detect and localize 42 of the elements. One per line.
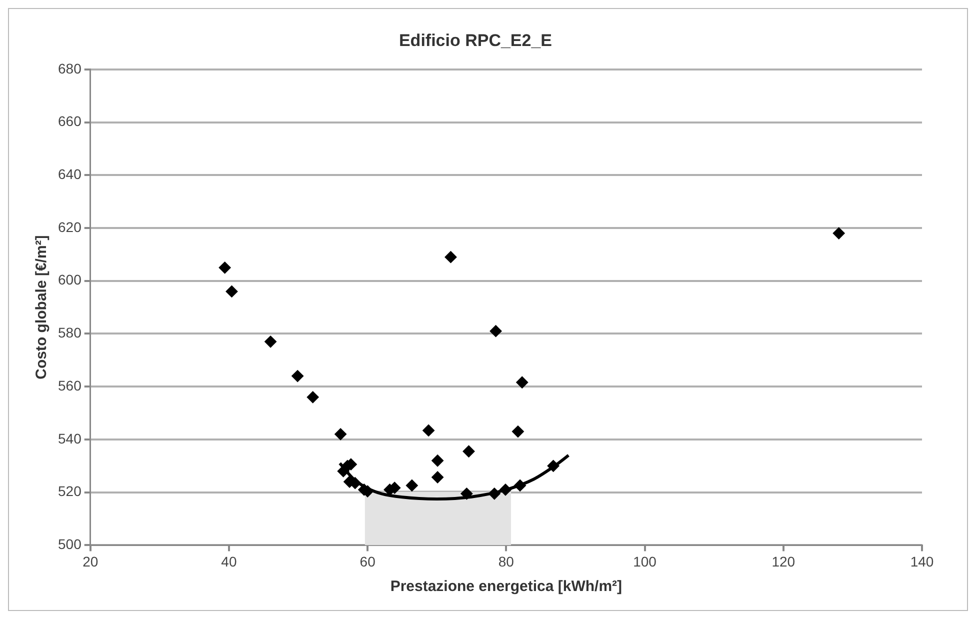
point xyxy=(292,370,304,382)
y-tick-label: 520 xyxy=(58,483,82,500)
y-tick-label: 640 xyxy=(58,166,82,182)
point xyxy=(226,285,238,298)
y-tick-label: 560 xyxy=(58,377,82,394)
line-series xyxy=(338,454,570,500)
point xyxy=(514,479,526,492)
point xyxy=(432,471,444,484)
point xyxy=(462,445,475,458)
x-tick-label: 140 xyxy=(910,553,934,570)
point xyxy=(516,376,528,388)
x-tick-label: 60 xyxy=(360,553,376,570)
point xyxy=(422,424,435,436)
y-tick-label: 620 xyxy=(58,218,82,235)
x-tick-label: 40 xyxy=(221,553,237,570)
point xyxy=(334,428,347,440)
y-tick-label: 580 xyxy=(58,324,82,341)
point xyxy=(488,488,500,500)
chart-title: Edificio RPC_E2_E xyxy=(398,30,552,50)
y-tick-label: 680 xyxy=(58,60,82,76)
x-tick-label: 80 xyxy=(498,553,514,570)
point xyxy=(432,454,444,467)
x-axis-title: Prestazione energetica [kWh/m²] xyxy=(390,578,622,596)
point xyxy=(490,325,502,338)
point xyxy=(512,426,524,438)
point xyxy=(264,336,277,348)
point xyxy=(460,488,473,500)
y-tick-label: 500 xyxy=(58,536,82,552)
point xyxy=(499,484,512,496)
point xyxy=(547,460,560,472)
x-tick-label: 120 xyxy=(772,553,796,570)
point xyxy=(832,227,845,240)
x-tick-label: 20 xyxy=(82,553,98,570)
y-axis-title: Costo globale [€/m²] xyxy=(33,235,50,380)
point xyxy=(306,391,319,404)
point xyxy=(218,262,231,274)
y-tick-label: 600 xyxy=(58,272,82,288)
y-tick-label: 540 xyxy=(58,430,82,446)
y-tick-label: 660 xyxy=(58,113,82,130)
x-tick-label: 100 xyxy=(633,553,657,570)
point xyxy=(406,479,418,492)
point xyxy=(444,251,457,264)
